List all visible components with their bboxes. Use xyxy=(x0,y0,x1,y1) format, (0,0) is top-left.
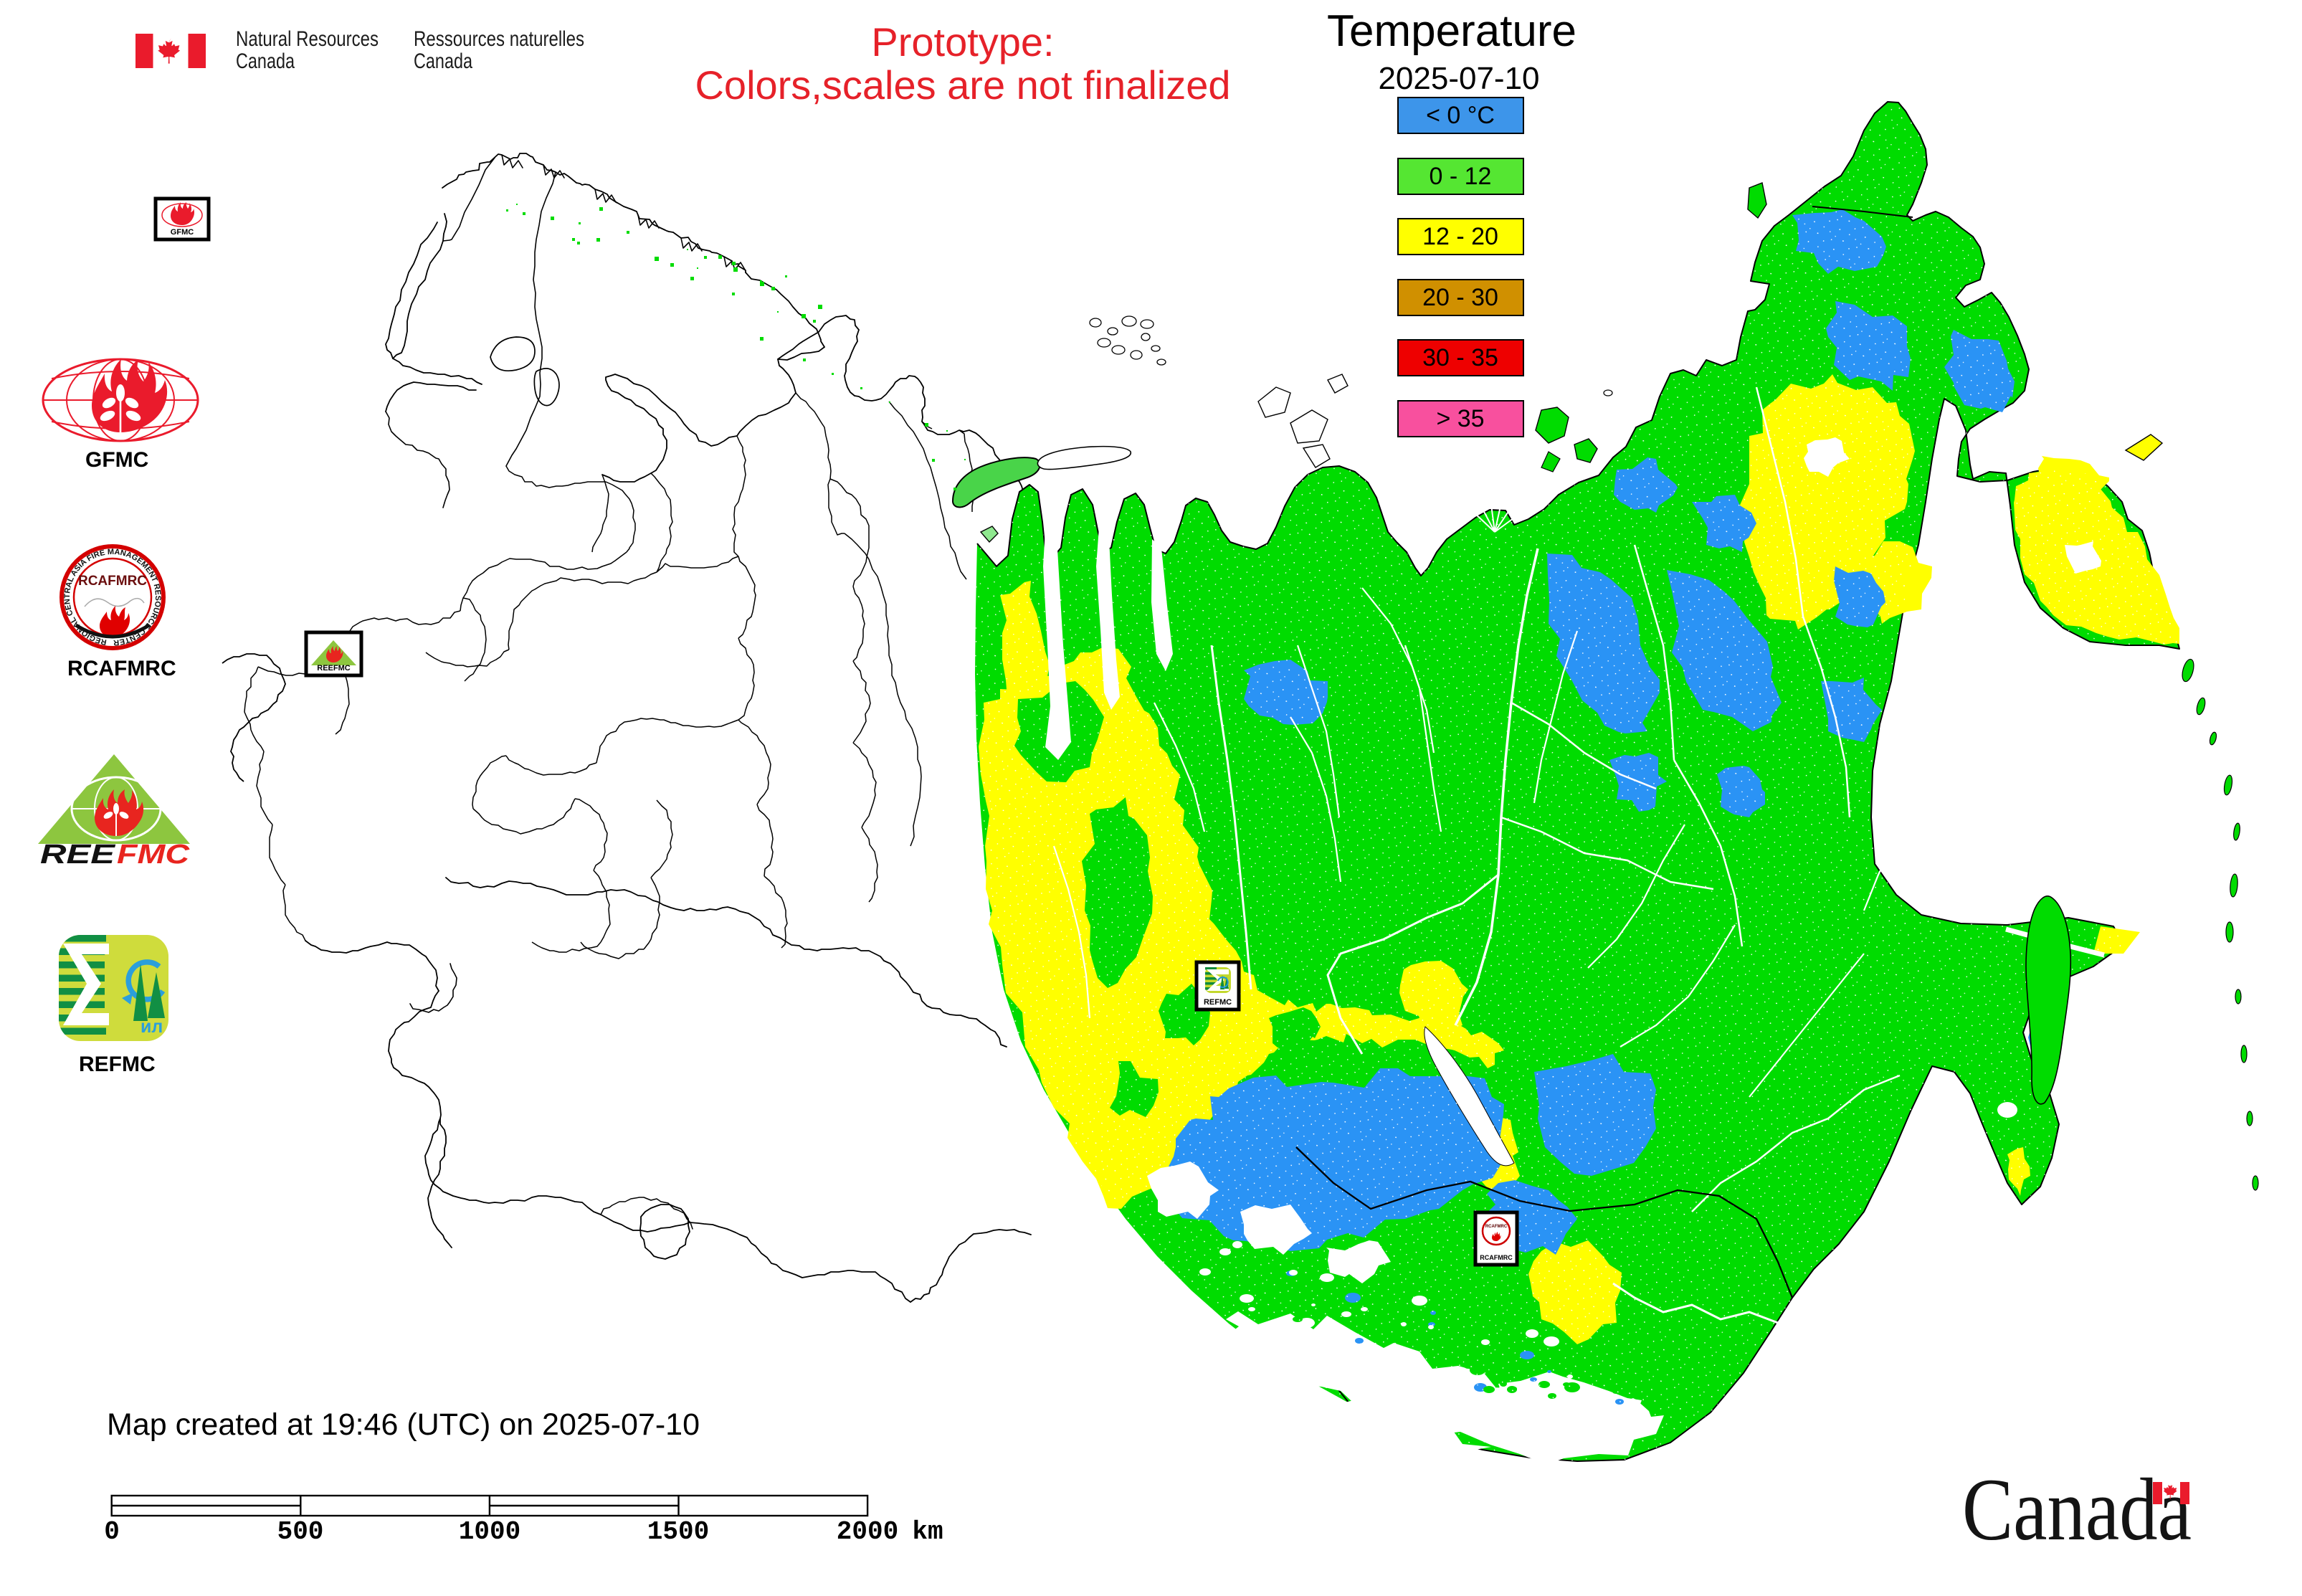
svg-text:1500: 1500 xyxy=(647,1517,709,1547)
svg-text:RCAFMRC: RCAFMRC xyxy=(78,574,147,589)
svg-text:0: 0 xyxy=(104,1517,120,1547)
svg-text:30 - 35: 30 - 35 xyxy=(1422,344,1498,371)
svg-text:Canada: Canada xyxy=(1962,1460,2192,1559)
svg-text:12 - 20: 12 - 20 xyxy=(1422,223,1498,250)
svg-text:RCAFMRC: RCAFMRC xyxy=(1480,1254,1513,1261)
svg-text:Canada: Canada xyxy=(236,49,295,73)
svg-text:RCAFMRC: RCAFMRC xyxy=(1485,1225,1508,1229)
svg-text:REFMC: REFMC xyxy=(1204,998,1232,1007)
svg-text:1000: 1000 xyxy=(459,1517,520,1547)
svg-text:REE: REE xyxy=(40,840,116,870)
svg-text:> 35: > 35 xyxy=(1436,405,1484,432)
svg-text:< 0 °C: < 0 °C xyxy=(1426,102,1495,129)
svg-text:REEFMC: REEFMC xyxy=(317,664,351,673)
svg-text:km: km xyxy=(912,1517,943,1547)
svg-text:Colors,scales are not finalize: Colors,scales are not finalized xyxy=(695,62,1230,108)
svg-text:500: 500 xyxy=(277,1517,324,1547)
svg-text:RCAFMRC: RCAFMRC xyxy=(67,657,176,680)
svg-text:FMC: FMC xyxy=(117,840,190,870)
svg-text:2000: 2000 xyxy=(837,1517,898,1547)
svg-text:GFMC: GFMC xyxy=(85,448,148,472)
svg-text:Canada: Canada xyxy=(414,49,472,73)
svg-text:Prototype:: Prototype: xyxy=(871,19,1054,65)
svg-text:Temperature: Temperature xyxy=(1327,6,1576,56)
svg-text:ил: ил xyxy=(141,1017,163,1037)
svg-text:REFMC: REFMC xyxy=(79,1053,156,1076)
svg-text:2025-07-10: 2025-07-10 xyxy=(1378,61,1539,96)
svg-text:Natural Resources: Natural Resources xyxy=(236,27,379,51)
svg-text:20 - 30: 20 - 30 xyxy=(1422,284,1498,311)
svg-text:Ressources naturelles: Ressources naturelles xyxy=(414,27,584,51)
svg-text:Map created at 19:46 (UTC) on: Map created at 19:46 (UTC) on 2025-07-10 xyxy=(107,1407,700,1442)
svg-text:GFMC: GFMC xyxy=(171,228,194,237)
svg-text:0 - 12: 0 - 12 xyxy=(1430,163,1492,190)
